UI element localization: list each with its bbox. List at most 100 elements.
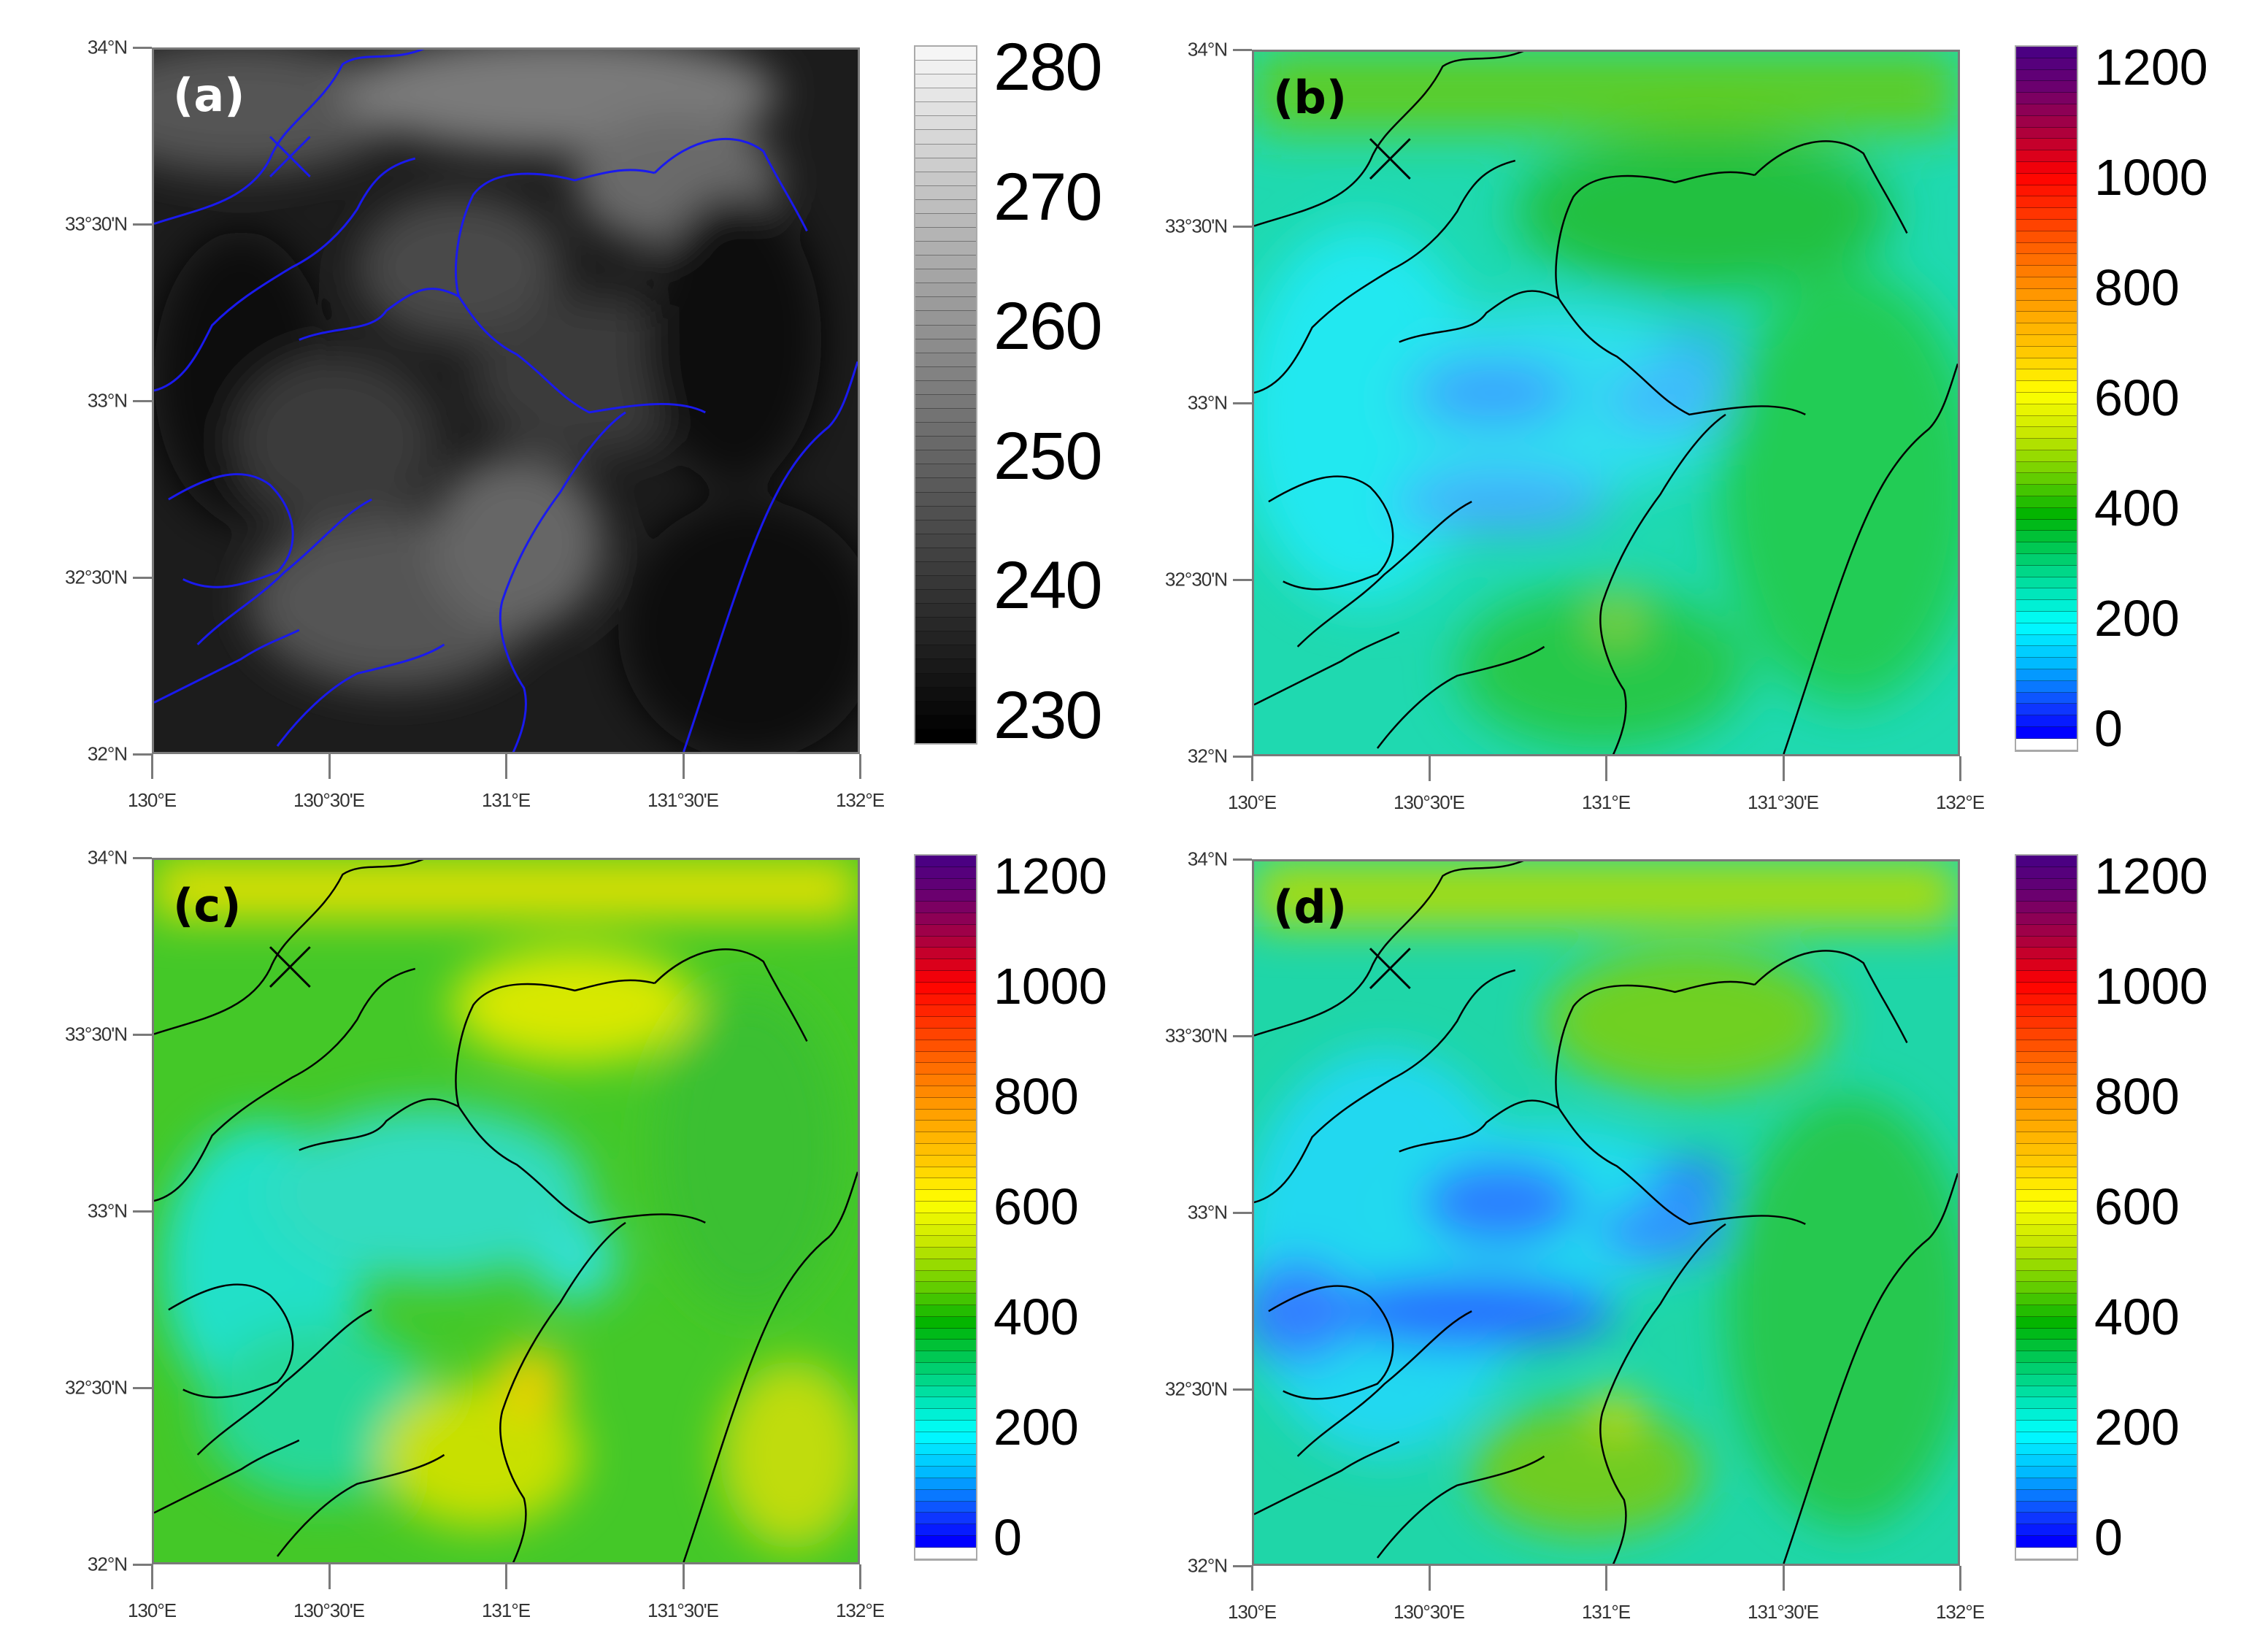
colorbar-band [915, 631, 976, 646]
colorbar-band [2016, 612, 2077, 623]
colorbar-band [2016, 266, 2077, 277]
colorbar-band [915, 548, 976, 562]
colorbar-band [915, 729, 976, 743]
colorbar-band [2016, 1363, 2077, 1375]
colorbar-band [915, 534, 976, 548]
colorbar-band [2016, 427, 2077, 439]
colorbar-band [915, 437, 976, 451]
colorbar-band [915, 1409, 976, 1421]
colorbar-tick-label: 0 [2094, 1509, 2123, 1566]
colorbar-band [915, 1282, 976, 1294]
colorbar-band [2016, 196, 2077, 209]
colorbar-tick-label: 800 [993, 1068, 1079, 1125]
colorbar-band [915, 561, 976, 576]
x-tick-mark-a [505, 754, 507, 779]
colorbar-band [915, 959, 976, 971]
colorbar-band [2016, 519, 2077, 531]
colorbar-band [915, 478, 976, 493]
colorbar-tick-label: 200 [2094, 590, 2180, 647]
colorbar-tick-label: 600 [2094, 1178, 2180, 1235]
colorbar-band [915, 1397, 976, 1410]
colorbar-band [915, 1248, 976, 1259]
x-tick-label-a: 132°E [835, 789, 885, 811]
colorbar-band [2016, 1501, 2077, 1513]
colorbar-band [2016, 1270, 2077, 1283]
x-tick-mark-d [1428, 1566, 1431, 1591]
colorbar-band [2016, 219, 2077, 231]
colorbar-tick-label: 1000 [2094, 149, 2208, 206]
colorbar-band [915, 618, 976, 632]
colorbar-band [915, 1040, 976, 1052]
colorbar-band [915, 902, 976, 913]
colorbar-tick-label: 0 [993, 1509, 1022, 1566]
x-marker-d [1369, 948, 1411, 989]
colorbar-band [915, 1063, 976, 1075]
colorbar-band [915, 339, 976, 353]
colorbar-band [915, 659, 976, 674]
colorbar-band [2016, 913, 2077, 925]
colorbar-band [2016, 81, 2077, 93]
colorbar-band [2016, 185, 2077, 197]
x-tick-mark-a [682, 754, 685, 779]
colorbar-band [2016, 531, 2077, 543]
colorbar-band [2016, 1132, 2077, 1144]
colorbar-tick-label: 400 [2094, 1288, 2180, 1345]
colorbar-band [2016, 1178, 2077, 1191]
colorbar-band [2016, 323, 2077, 335]
colorbar-band [2016, 1547, 2077, 1559]
colorbar-band [915, 1328, 976, 1340]
colorbar-band [2016, 300, 2077, 312]
colorbar-band [2016, 1513, 2077, 1525]
colorbar-band [2016, 680, 2077, 693]
colorbar-band [915, 1109, 976, 1121]
y-tick-label-b: 33°30'N [1165, 215, 1228, 237]
y-tick-mark-b [1233, 226, 1252, 228]
y-tick-label-d: 33°N [1187, 1201, 1228, 1223]
colorbar-band [2016, 970, 2077, 983]
heatmap-b [1254, 52, 1958, 754]
colorbar-tick-label: 600 [993, 1178, 1079, 1235]
colorbar-band [915, 715, 976, 729]
colorbar-band [915, 144, 976, 158]
colorbar-band [2016, 623, 2077, 635]
y-tick-mark-b [1233, 756, 1252, 758]
colorbar-band [2016, 959, 2077, 971]
colorbar-band [2016, 208, 2077, 220]
colorbar-band [915, 994, 976, 1006]
x-tick-mark-c [151, 1564, 153, 1589]
colorbar-band [915, 74, 976, 89]
colorbar-band [915, 88, 976, 103]
colorbar-band [2016, 856, 2077, 867]
x-tick-mark-c [859, 1564, 861, 1589]
colorbar-band [2016, 1248, 2077, 1259]
colorbar-d [2015, 854, 2078, 1561]
y-tick-label-a: 34°N [87, 36, 128, 58]
colorbar-band [2016, 312, 2077, 324]
colorbar-band [915, 1270, 976, 1283]
heatmap-a [154, 50, 858, 752]
colorbar-tick-label: 600 [2094, 369, 2180, 426]
colorbar-band [915, 1467, 976, 1479]
x-tick-mark-a [859, 754, 861, 779]
colorbar-band [915, 575, 976, 591]
x-marker-a [269, 136, 311, 177]
y-tick-label-c: 34°N [87, 846, 128, 869]
colorbar-band [2016, 254, 2077, 266]
colorbar-band [2016, 1017, 2077, 1029]
colorbar-band [915, 283, 976, 298]
colorbar-band [2016, 127, 2077, 139]
colorbar-band [915, 1097, 976, 1110]
colorbar-band [2016, 1051, 2077, 1064]
colorbar-tick-label: 270 [993, 159, 1102, 234]
y-tick-mark-b [1233, 402, 1252, 404]
y-tick-mark-c [133, 1564, 152, 1566]
colorbar-band [915, 604, 976, 618]
colorbar-band [915, 1421, 976, 1432]
colorbar-band [2016, 692, 2077, 704]
y-tick-label-d: 34°N [1187, 848, 1228, 870]
y-tick-label-c: 33°N [87, 1199, 128, 1222]
x-marker-c [269, 946, 311, 988]
colorbar-band [2016, 1040, 2077, 1052]
x-tick-label-d: 132°E [1935, 1601, 1985, 1623]
y-tick-label-a: 33°N [87, 389, 128, 412]
